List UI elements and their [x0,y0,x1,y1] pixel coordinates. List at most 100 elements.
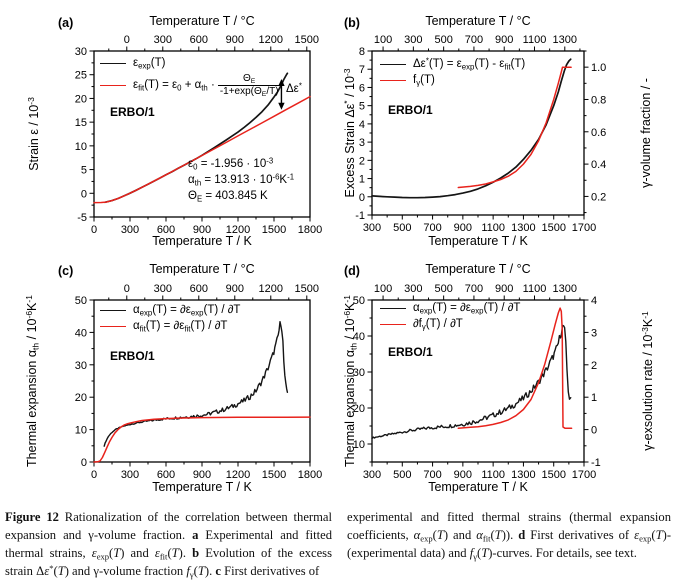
svg-text:500: 500 [434,34,452,46]
legend: Δε*(T) = εexp(T) - εfit(T) fγ(T) [380,56,526,88]
svg-text:900: 900 [454,469,472,481]
svg-text:700: 700 [423,469,441,481]
svg-text:500: 500 [393,469,411,481]
legend-label: εfit(T) = ε0 + αth · [133,78,215,92]
svg-text:0: 0 [91,224,97,236]
svg-text:900: 900 [193,469,211,481]
svg-text:1: 1 [591,392,597,404]
svg-text:900: 900 [495,283,513,295]
svg-text:1500: 1500 [295,283,319,295]
param-alpha: αth = 13.913 · 10-6K-1 [188,172,295,188]
svg-text:30: 30 [353,367,365,379]
svg-text:300: 300 [404,34,422,46]
panel-c: 0 300 600 900 1200 1500 1800 0 300 600 900 1200 1500… [6,256,336,504]
svg-text:500: 500 [393,222,411,234]
svg-text:0: 0 [359,192,365,204]
svg-text:15: 15 [75,117,87,129]
svg-text:900: 900 [495,34,513,46]
svg-text:700: 700 [423,222,441,234]
legend-line-black [100,63,126,65]
svg-text:0: 0 [124,283,130,295]
svg-text:1300: 1300 [553,283,577,295]
svg-text:1100: 1100 [481,469,505,481]
axis-title-left: Thermal expansion αth / 10-6K-1 [342,295,359,467]
sample-label: ERBO/1 [388,103,433,117]
legend-line-black [380,308,406,310]
legend-line-black [100,310,126,312]
svg-text:-1: -1 [591,457,601,469]
svg-text:3: 3 [359,137,365,149]
delta-eps-annotation: Δε* [286,81,302,95]
svg-text:8: 8 [359,46,365,58]
legend-label: Δε*(T) = εexp(T) - εfit(T) [413,56,526,72]
svg-text:1100: 1100 [523,283,547,295]
legend-label: αexp(T) = ∂εexp(T) / ∂T [133,304,241,318]
legend-entry-exp: εexp(T) [100,57,281,70]
legend-line-red [100,84,126,86]
panel-tag: (a) [58,16,74,30]
axis-title-right: γ-exsolution rate / 10-3K-1 [640,311,655,451]
legend-line-red [380,324,406,326]
svg-text:600: 600 [157,224,175,236]
svg-text:10: 10 [353,439,365,451]
svg-text:300: 300 [154,283,172,295]
axis-title-top: Temperature T / °C [149,14,255,28]
svg-text:300: 300 [154,34,172,46]
svg-text:100: 100 [374,283,392,295]
svg-text:1500: 1500 [295,34,319,46]
svg-text:1500: 1500 [262,224,286,236]
svg-text:40: 40 [353,331,365,343]
legend-label: ∂fγ(T) / ∂T [413,318,463,332]
svg-text:300: 300 [121,224,139,236]
legend-line-black [380,64,406,66]
svg-text:25: 25 [75,70,87,82]
legend-label: fγ(T) [413,74,435,88]
svg-text:300: 300 [404,283,422,295]
svg-text:0.2: 0.2 [591,191,606,203]
panel-d: 300 500 700 900 1100 1300 1500 1700 100 300 500 700… [338,256,675,504]
svg-text:-5: -5 [77,212,87,224]
axis-title-bottom: Temperature T / K [428,234,528,248]
svg-text:2: 2 [359,155,365,167]
svg-text:1700: 1700 [572,469,596,481]
svg-text:1500: 1500 [262,469,286,481]
sample-label: ERBO/1 [110,105,155,119]
svg-text:1800: 1800 [298,224,322,236]
fraction-numerator: ΘE [243,73,256,86]
svg-text:40: 40 [75,327,87,339]
svg-text:0: 0 [81,188,87,200]
svg-text:1300: 1300 [511,469,535,481]
panel-tag: (b) [344,16,360,30]
svg-text:1800: 1800 [298,469,322,481]
param-theta: ΘE = 403.845 K [188,190,268,204]
legend-entry-fit: εfit(T) = ε0 + αth · ΘE -1+exp(ΘE/T) [100,73,281,98]
svg-text:100: 100 [374,34,392,46]
axis-title-right: γ-volume fraction / - [638,78,653,188]
svg-text:10: 10 [75,425,87,437]
svg-text:1.0: 1.0 [591,62,606,74]
svg-text:0: 0 [81,457,87,469]
legend: εexp(T) εfit(T) = ε0 + αth · ΘE -1+exp(Θ… [100,57,281,98]
svg-text:300: 300 [363,222,381,234]
svg-text:0: 0 [591,425,597,437]
svg-text:0: 0 [124,34,130,46]
svg-text:1500: 1500 [541,469,565,481]
svg-text:1200: 1200 [226,469,250,481]
svg-text:5: 5 [359,101,365,113]
axis-title-top: Temperature T / °C [425,14,531,28]
svg-text:50: 50 [75,295,87,307]
svg-text:1200: 1200 [226,224,250,236]
legend-fraction: ΘE -1+exp(ΘE/T) [217,73,281,98]
svg-text:600: 600 [190,283,208,295]
axis-title-top: Temperature T / °C [425,262,531,276]
svg-text:4: 4 [359,119,365,131]
svg-text:300: 300 [121,469,139,481]
svg-text:1200: 1200 [259,34,283,46]
caption-column-left: Figure 12 Rationalization of the correla… [5,510,332,580]
axis-title-bottom: Temperature T / K [152,480,252,494]
sample-label: ERBO/1 [110,349,155,363]
svg-text:1100: 1100 [523,34,547,46]
svg-text:900: 900 [226,283,244,295]
axis-title-bottom: Temperature T / K [152,234,252,248]
